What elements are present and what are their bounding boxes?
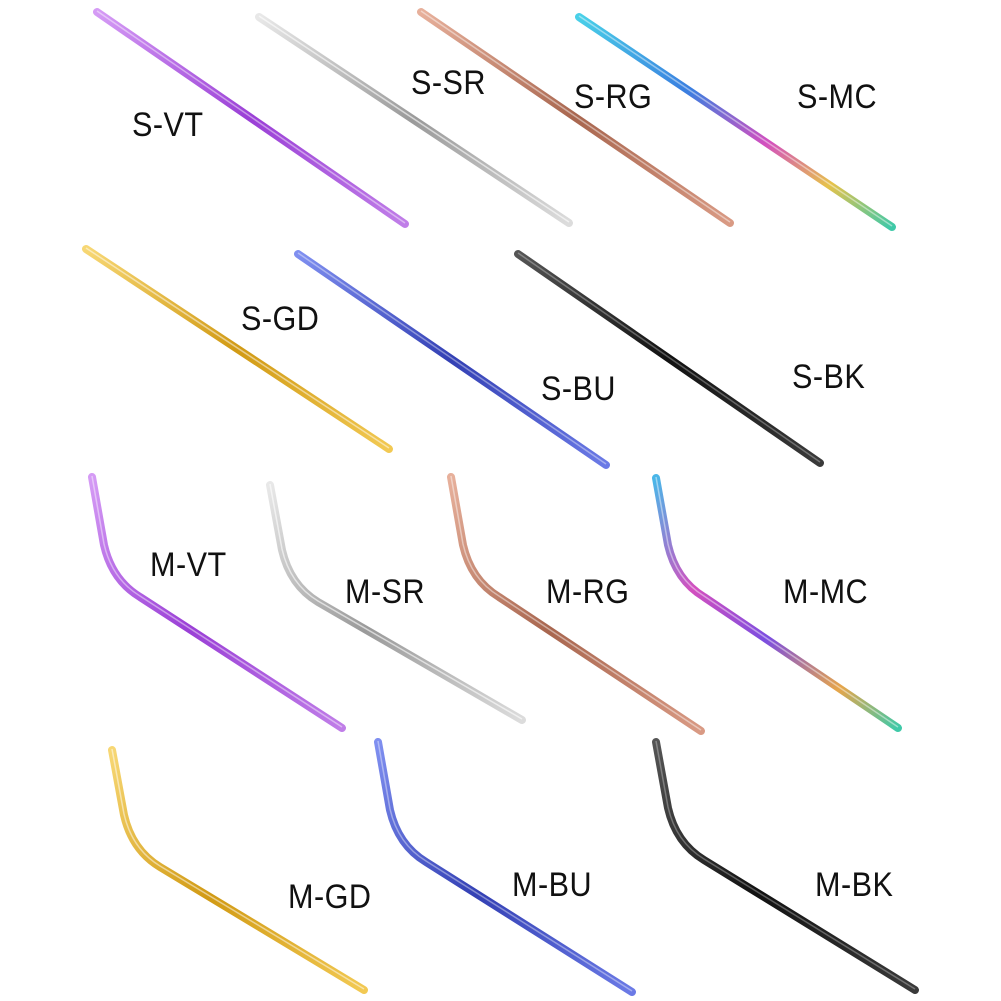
straw-m-gd — [108, 746, 368, 994]
straw-m-mc — [652, 474, 902, 732]
label-m-mc: M-MC — [783, 573, 869, 611]
straw-s-bk — [514, 250, 824, 467]
straw-s-gd — [82, 245, 393, 453]
straw-m-bu — [374, 738, 636, 996]
label-s-bk: S-BK — [792, 358, 866, 396]
label-m-bu: M-BU — [512, 866, 593, 904]
label-s-bu: S-BU — [541, 370, 616, 408]
straw-m-sr — [266, 481, 526, 724]
straw-m-bk — [652, 738, 919, 994]
straw-s-vt — [93, 8, 409, 228]
straw-m-rg — [447, 473, 705, 735]
label-s-rg: S-RG — [574, 78, 653, 116]
label-s-vt: S-VT — [132, 106, 204, 144]
label-m-gd: M-GD — [288, 878, 372, 916]
straw-s-rg — [417, 8, 734, 227]
label-m-bk: M-BK — [815, 866, 894, 904]
straw-s-bu — [294, 250, 610, 469]
label-s-mc: S-MC — [797, 78, 878, 116]
label-m-vt: M-VT — [150, 546, 227, 584]
label-m-rg: M-RG — [546, 573, 630, 611]
straw-s-sr — [255, 13, 573, 227]
straw-m-vt — [88, 473, 346, 732]
label-s-gd: S-GD — [241, 300, 320, 338]
label-s-sr: S-SR — [411, 64, 486, 102]
straw-s-mc — [575, 13, 896, 231]
label-m-sr: M-SR — [345, 573, 426, 611]
